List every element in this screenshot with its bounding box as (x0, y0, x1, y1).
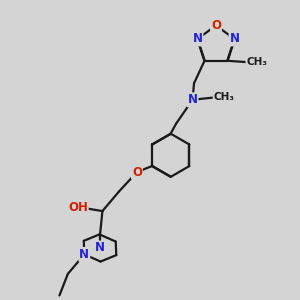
Text: CH₃: CH₃ (246, 57, 267, 67)
Text: OH: OH (68, 201, 88, 214)
Text: O: O (211, 19, 221, 32)
Text: N: N (230, 32, 239, 46)
Text: CH₃: CH₃ (214, 92, 235, 102)
Text: N: N (188, 93, 197, 106)
Text: O: O (132, 166, 142, 178)
Text: N: N (193, 32, 202, 46)
Text: N: N (79, 248, 89, 261)
Text: N: N (95, 242, 105, 254)
